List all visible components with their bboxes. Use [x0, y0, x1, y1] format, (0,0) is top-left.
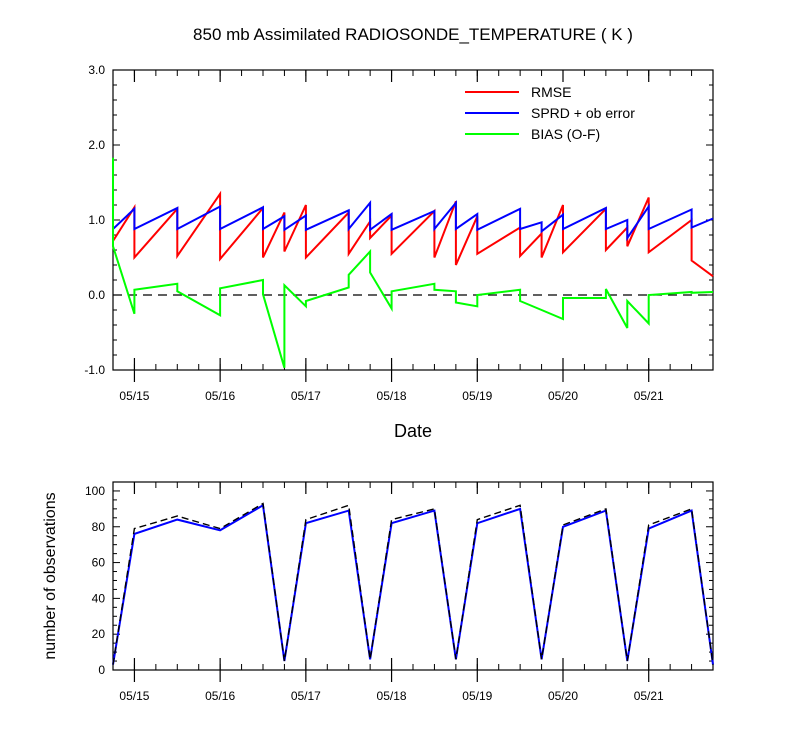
- y-tick-label: 0.0: [88, 288, 105, 302]
- x-tick-label: 05/16: [205, 389, 235, 403]
- x-tick-label: 05/21: [634, 389, 664, 403]
- x-axis-label: Date: [394, 421, 432, 441]
- y-axis-label: number of observations: [42, 492, 59, 659]
- legend-label: SPRD + ob error: [531, 105, 635, 121]
- series-line-rmse: [112, 190, 714, 278]
- x-tick-label: 05/18: [377, 689, 407, 703]
- series-line-bias-o-f: [112, 157, 714, 369]
- y-tick-label: 1.0: [88, 213, 105, 227]
- x-tick-label: 05/15: [119, 389, 149, 403]
- series-line-assimilated: [112, 503, 714, 665]
- y-tick-label: 0: [98, 663, 105, 677]
- plot-frame: [112, 481, 714, 671]
- legend-label: BIAS (O-F): [531, 126, 600, 142]
- y-tick-label: 20: [92, 627, 106, 641]
- bottom-chart: 0 20 40 60 80 100 05/15 05/16 05/17 05/18 05/19 05/…: [42, 481, 714, 703]
- legend-label: RMSE: [531, 84, 571, 100]
- y-tick-label: 40: [92, 591, 106, 605]
- y-tick-label: 100: [85, 484, 105, 498]
- legend: RMSE SPRD + ob error BIAS (O-F): [465, 84, 635, 142]
- series-line-sprd-ob-error: [112, 199, 714, 242]
- x-tick-label: 05/16: [205, 689, 235, 703]
- y-tick-label: 80: [92, 520, 106, 534]
- chart-title: 850 mb Assimilated RADIOSONDE_TEMPERATUR…: [193, 25, 633, 44]
- series-line-possible: [112, 502, 714, 665]
- x-tick-label: 05/15: [119, 689, 149, 703]
- y-tick-label: 3.0: [88, 63, 105, 77]
- x-tick-label: 05/17: [291, 389, 321, 403]
- x-tick-label: 05/18: [377, 389, 407, 403]
- x-tick-label: 05/17: [291, 689, 321, 703]
- y-tick-label: 2.0: [88, 138, 105, 152]
- top-chart: 850 mb Assimilated RADIOSONDE_TEMPERATUR…: [84, 25, 714, 441]
- x-tick-label: 05/19: [462, 689, 492, 703]
- y-tick-label: 60: [92, 556, 106, 570]
- x-tick-label: 05/20: [548, 689, 578, 703]
- x-tick-label: 05/20: [548, 389, 578, 403]
- y-tick-label: -1.0: [84, 363, 105, 377]
- x-tick-label: 05/21: [634, 689, 664, 703]
- x-tick-label: 05/19: [462, 389, 492, 403]
